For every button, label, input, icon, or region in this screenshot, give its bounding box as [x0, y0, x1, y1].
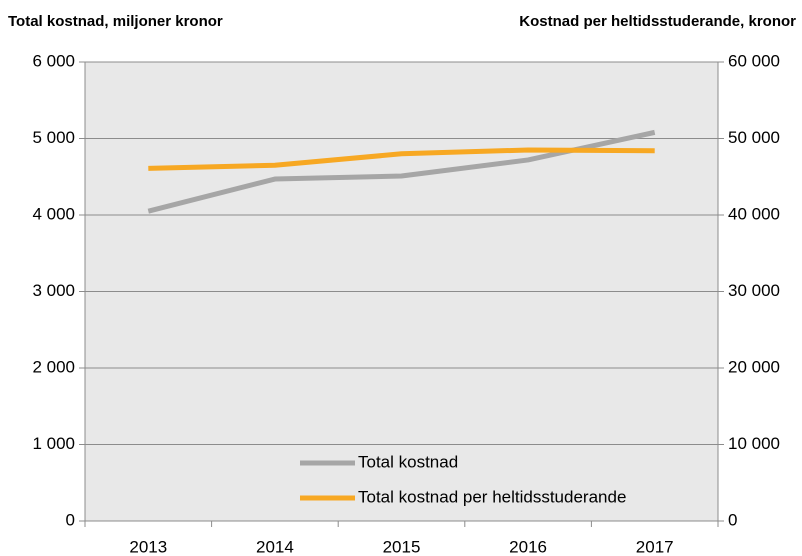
y2-tick-label: 10 000 — [728, 434, 780, 453]
y2-tick-label: 20 000 — [728, 357, 780, 376]
y-tick-label: 4 000 — [32, 204, 75, 223]
y2-tick-label: 30 000 — [728, 281, 780, 300]
y2-axis-title: Kostnad per heltidsstuderande, kronor — [519, 13, 796, 30]
y-tick-label: 1 000 — [32, 434, 75, 453]
y-tick-label: 3 000 — [32, 281, 75, 300]
x-tick-label: 2015 — [383, 537, 421, 556]
y2-tick-label: 0 — [728, 510, 737, 529]
legend-label: Total kostnad — [358, 452, 458, 471]
y-tick-label: 5 000 — [32, 128, 75, 147]
series-line — [148, 147, 655, 171]
y-tick-label: 0 — [66, 510, 75, 529]
x-tick-label: 2016 — [509, 537, 547, 556]
y2-tick-label: 40 000 — [728, 204, 780, 223]
x-tick-label: 2013 — [129, 537, 167, 556]
y-axis-title: Total kostnad, miljoner kronor — [8, 13, 223, 30]
legend-label: Total kostnad per heltidsstuderande — [358, 487, 626, 506]
y-tick-label: 2 000 — [32, 357, 75, 376]
y-tick-label: 6 000 — [32, 51, 75, 70]
x-tick-label: 2014 — [256, 537, 294, 556]
x-tick-label: 2017 — [636, 537, 674, 556]
y2-tick-label: 50 000 — [728, 128, 780, 147]
y2-tick-label: 60 000 — [728, 51, 780, 70]
